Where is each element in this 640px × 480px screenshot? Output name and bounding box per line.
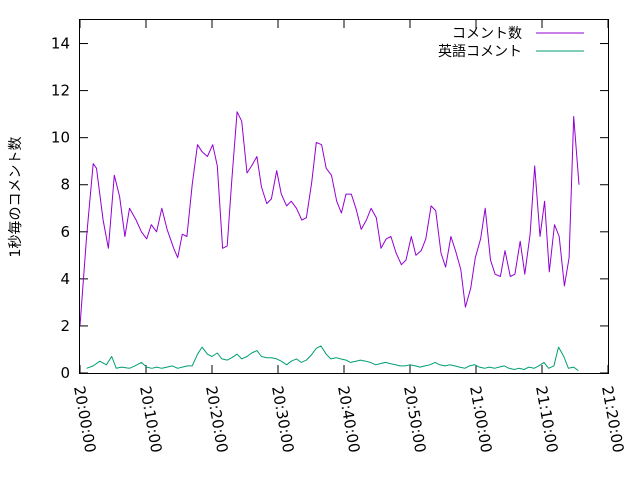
y-tick-label: 10 [51, 129, 70, 147]
y-tick-label: 14 [51, 35, 70, 53]
y-tick-label: 12 [51, 82, 70, 100]
y-axis-ticks: 0 2 4 6 8 10 12 14 [51, 35, 608, 382]
y-tick-label: 2 [60, 317, 70, 335]
series-line-comment-count [79, 111, 580, 326]
y-tick-label: 6 [60, 223, 70, 241]
y-tick-label: 4 [60, 270, 70, 288]
y-tick-label: 8 [60, 176, 70, 194]
legend-label: コメント数 [452, 26, 522, 42]
series-lines [79, 111, 580, 371]
y-axis-label: 1秒毎のコメント数 [8, 137, 24, 258]
legend-label: 英語コメント [438, 43, 522, 60]
plot-frame [79, 19, 609, 374]
y-tick-label: 0 [60, 364, 70, 382]
series-line-english-comments [86, 345, 579, 371]
